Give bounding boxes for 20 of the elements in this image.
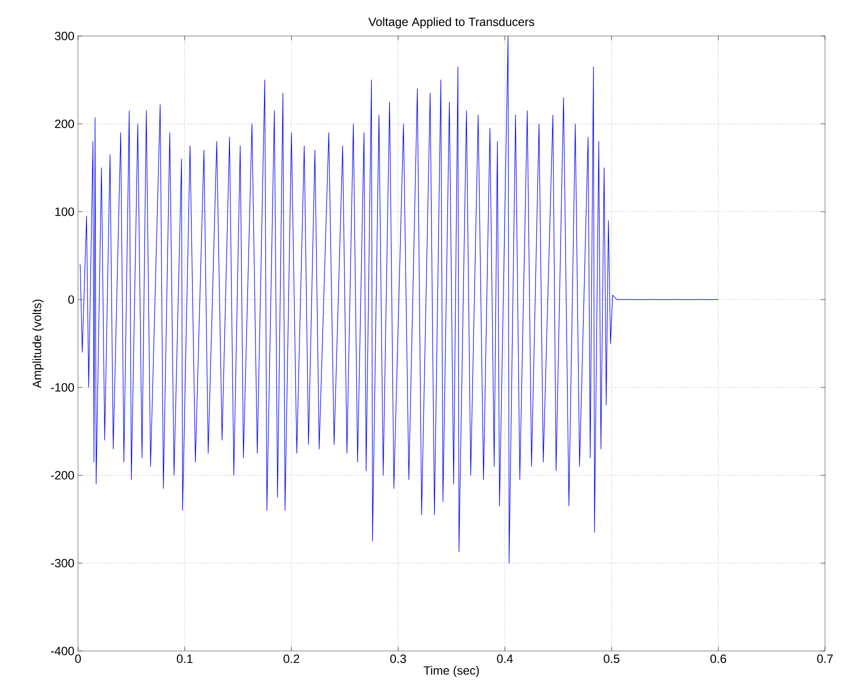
- x-tick-label: 0.1: [176, 654, 192, 664]
- y-tick-label: 0: [68, 295, 74, 304]
- x-tick-label: 0.3: [390, 654, 406, 664]
- y-tick-label: -300: [50, 558, 74, 568]
- y-tick-label: -200: [50, 471, 74, 480]
- x-tick-label: 0: [75, 654, 81, 664]
- y-axis-title: Amplitude (volts): [32, 300, 44, 388]
- y-tick-label: 100: [55, 207, 74, 216]
- x-tick-label: 0.7: [817, 654, 833, 664]
- y-tick-label: -400: [50, 646, 74, 656]
- x-tick-label: 0.5: [604, 654, 620, 664]
- y-tick-label: 300: [54, 32, 74, 40]
- x-axis-title: Time (sec): [424, 666, 479, 678]
- y-tick-label: -100: [50, 383, 74, 392]
- line-series: [80, 36, 719, 564]
- x-tick-label: 0.4: [496, 654, 513, 664]
- chart-title: Voltage Applied to Transducers: [368, 17, 534, 28]
- y-tick-label: 200: [55, 120, 74, 128]
- x-tick-label: 0.6: [710, 654, 726, 664]
- x-tick-label: 0.2: [284, 654, 300, 664]
